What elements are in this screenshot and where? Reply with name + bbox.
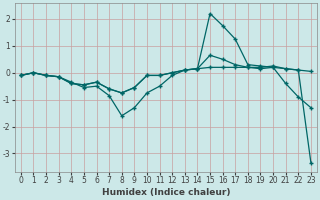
- X-axis label: Humidex (Indice chaleur): Humidex (Indice chaleur): [102, 188, 230, 197]
